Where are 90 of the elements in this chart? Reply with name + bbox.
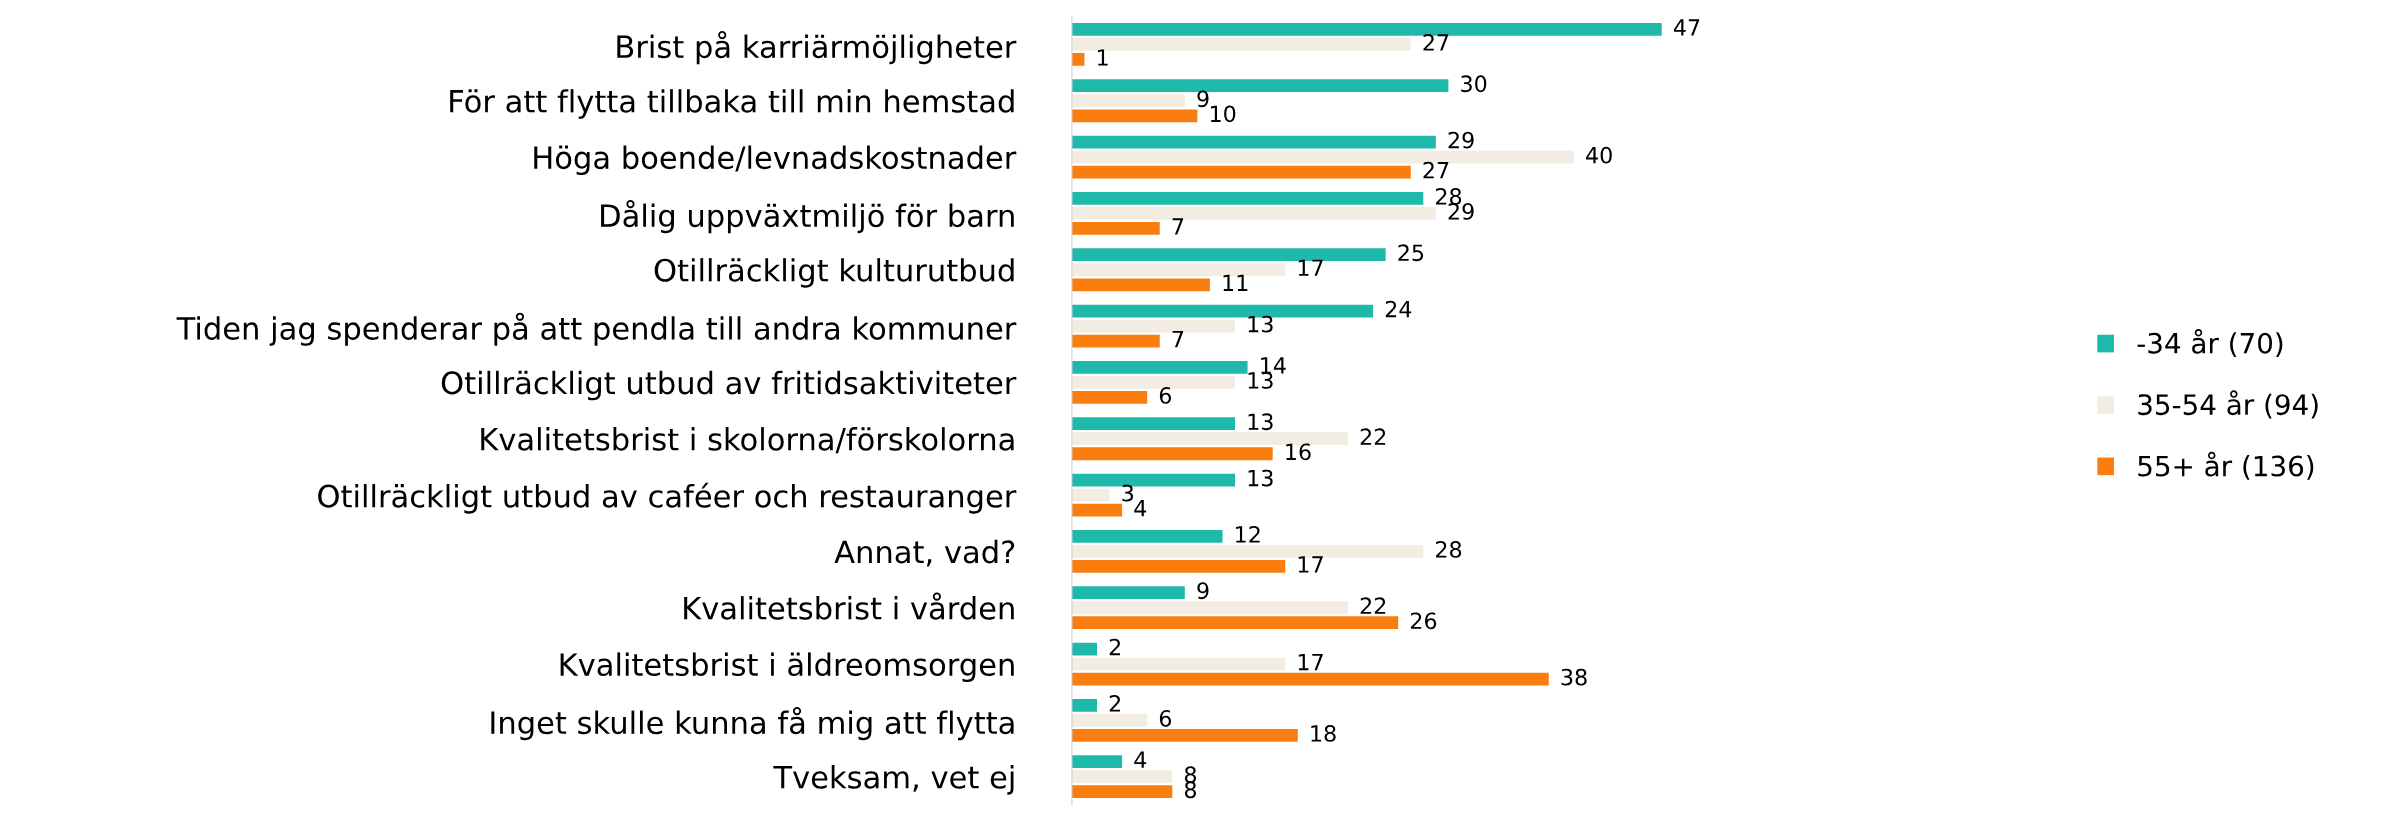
bar (1071, 672, 1549, 686)
bar (1071, 755, 1123, 769)
data-label: 13 (1248, 372, 1273, 389)
data-label: 17 (1298, 556, 1323, 573)
bar (1071, 319, 1236, 333)
bar (1071, 109, 1198, 123)
data-label: 29 (1448, 203, 1474, 220)
bar (1071, 657, 1286, 671)
data-label: 29 (1448, 131, 1474, 149)
bar (1071, 770, 1173, 784)
bar (1071, 503, 1123, 517)
y-tick-label: Kvalitetsbrist i äldreomsorgen (560, 652, 1014, 683)
data-label: 22 (1360, 597, 1386, 614)
bar (1071, 447, 1273, 461)
data-label: 10 (1210, 105, 1236, 123)
data-label: 13 (1248, 315, 1273, 333)
data-label: 3 (1122, 484, 1134, 502)
bar (1071, 785, 1173, 799)
y-tick-label: Tiden jag spenderar på att pendla till andra kommuner (176, 312, 1017, 346)
bar (1071, 729, 1298, 742)
data-label: 12 (1236, 526, 1260, 543)
data-label: 6 (1159, 387, 1172, 404)
bar (1071, 165, 1411, 179)
y-tick-label: Otillräckligt utbud av fritidsaktiviteter (441, 370, 1017, 401)
data-label: 18 (1311, 725, 1336, 742)
bar (1071, 698, 1097, 712)
data-label: 17 (1298, 653, 1323, 671)
bar (1071, 23, 1662, 36)
data-label: 4 (1134, 751, 1147, 768)
legend-label: 35-54 år (94) (2138, 390, 2318, 419)
y-tick-label: För att flytta tillbaka till min hemstad (450, 89, 1014, 119)
data-label: 26 (1410, 612, 1437, 630)
y-tick-label: Otillräckligt utbud av caféer och restauranger (318, 482, 1017, 514)
bar (1071, 713, 1148, 727)
data-label: 27 (1423, 161, 1449, 179)
bar (1071, 391, 1148, 404)
data-label: 9 (1197, 582, 1209, 600)
y-tick-label: Annat, vad? (834, 539, 1015, 567)
legend-label: -34 år (70) (2137, 328, 2283, 358)
data-label: 47 (1673, 19, 1700, 36)
y-tick-label: Kvalitetsbrist i vården (684, 592, 1014, 620)
data-label: 6 (1159, 710, 1172, 727)
bar (1071, 488, 1110, 502)
data-label: 9 (1197, 90, 1209, 108)
bar (1071, 222, 1160, 235)
bar (1071, 278, 1210, 292)
bar (1071, 192, 1424, 205)
data-label: 4 (1134, 500, 1147, 517)
data-label: 13 (1248, 413, 1273, 431)
data-label: 11 (1223, 274, 1248, 291)
data-label: 38 (1561, 668, 1587, 686)
bar (1071, 38, 1411, 51)
bar (1071, 545, 1424, 558)
bar (1071, 207, 1436, 220)
bar (1071, 94, 1185, 108)
data-label: 25 (1398, 244, 1424, 262)
data-label: 30 (1461, 75, 1487, 93)
data-label: 16 (1286, 443, 1311, 461)
y-tick-label: Kvalitetsbrist i skolorna/förskolorna (481, 427, 1014, 454)
data-label: 2 (1109, 638, 1121, 656)
data-label: 2 (1109, 694, 1121, 712)
data-label: 27 (1423, 34, 1449, 51)
legend-label: 55+ år (136) (2138, 451, 2314, 480)
data-label: 7 (1172, 218, 1184, 235)
bar (1071, 334, 1160, 348)
bar (1071, 601, 1348, 615)
data-label: 24 (1385, 300, 1412, 318)
bar (1071, 376, 1236, 389)
data-label: 7 (1172, 331, 1184, 348)
y-tick-label: Höga boende/levnadskostnader (534, 145, 1017, 176)
y-tick-label: Tveksam, vet ej (773, 765, 1014, 795)
data-label: 1 (1098, 49, 1108, 66)
data-label: 22 (1360, 428, 1386, 445)
data-label: 17 (1298, 259, 1323, 276)
bar (1071, 361, 1248, 374)
data-label: 13 (1248, 469, 1273, 487)
bar (1071, 417, 1236, 431)
y-tick-label: Otillräckligt kulturutbud (654, 258, 1014, 288)
y-tick-label: Inget skulle kunna få mig att flytta (491, 706, 1014, 741)
bar (1071, 135, 1436, 149)
bar (1071, 529, 1223, 543)
y-tick-label: Dålig uppväxtmiljö för barn (601, 200, 1014, 234)
data-label: 28 (1436, 188, 1462, 205)
bar (1071, 586, 1185, 600)
bar (1071, 560, 1286, 573)
data-label: 40 (1586, 146, 1612, 164)
bar (1071, 616, 1399, 630)
y-tick-label: Brist på karriärmöjligheter (617, 31, 1017, 65)
data-label: 28 (1436, 541, 1462, 558)
bar (1071, 642, 1097, 656)
